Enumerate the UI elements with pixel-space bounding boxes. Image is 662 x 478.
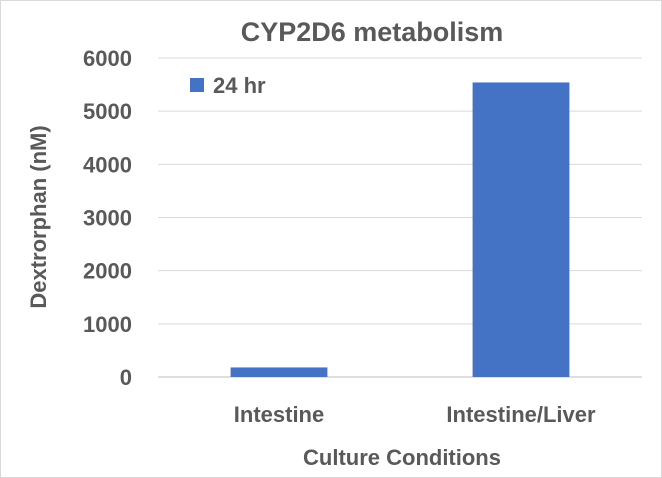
y-tick-label: 1000 (83, 312, 132, 337)
bar-intestine-liver (472, 82, 570, 377)
legend-label: 24 hr (213, 73, 266, 98)
y-tick-label: 2000 (83, 259, 132, 284)
x-tick-label: Intestine/Liver (446, 402, 596, 427)
x-tick-labels: Intestine Intestine/Liver (234, 402, 596, 427)
y-axis-label: Dextrorphan (nM) (26, 125, 51, 308)
y-tick-label: 4000 (83, 152, 132, 177)
bar-intestine (230, 367, 328, 377)
y-tick-label: 5000 (83, 99, 132, 124)
y-tick-label: 3000 (83, 206, 132, 231)
legend: 24 hr (190, 73, 266, 98)
x-tick-label: Intestine (234, 402, 324, 427)
y-tick-labels: 0 1000 2000 3000 4000 5000 6000 (83, 46, 132, 390)
chart-title: CYP2D6 metabolism (241, 17, 504, 47)
legend-swatch (190, 78, 204, 92)
bars (230, 82, 570, 377)
y-tick-label: 6000 (83, 46, 132, 71)
y-tick-label: 0 (120, 365, 132, 390)
x-axis-label: Culture Conditions (303, 445, 501, 470)
